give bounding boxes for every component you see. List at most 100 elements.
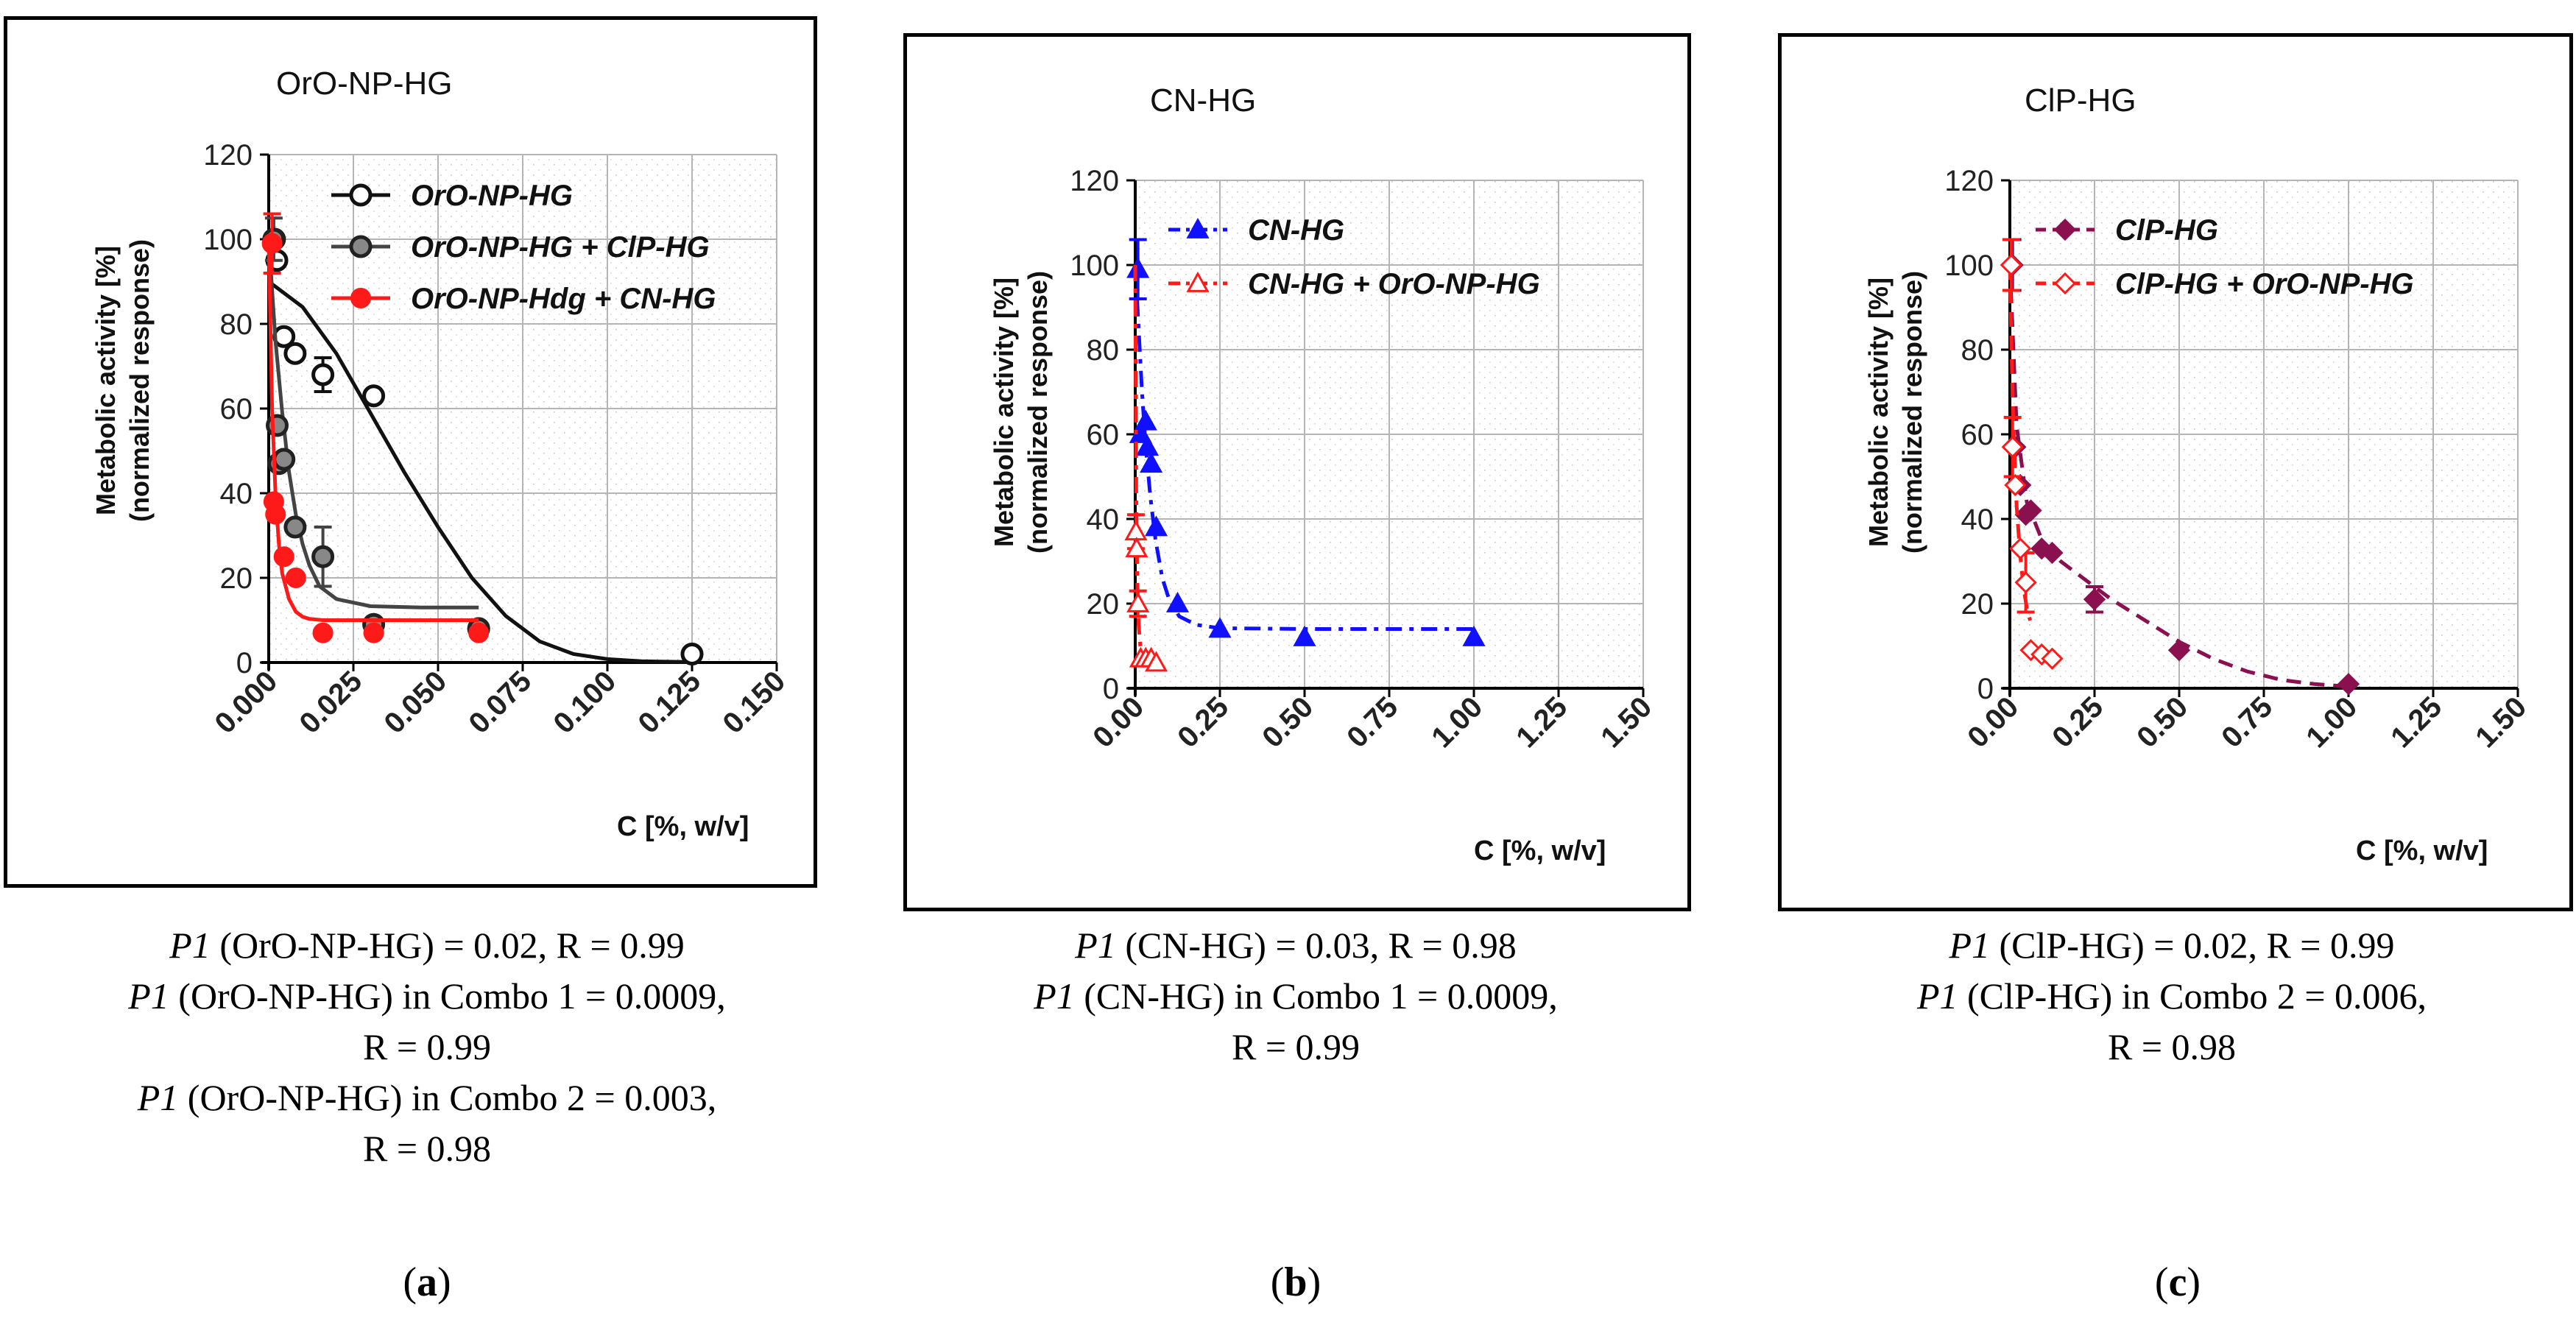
chart-c-title: ClP-HG — [2025, 82, 2136, 119]
data-point — [1126, 591, 1150, 612]
y-tick-label: 120 — [1070, 165, 1119, 197]
legend-label: ClP-HG — [2115, 214, 2218, 247]
legend-item: ClP-HG — [2036, 214, 2218, 247]
chart-b-x-axis-label: C [%, w/v] — [1474, 835, 1606, 866]
data-point — [2041, 647, 2064, 670]
x-tick-label: 0.100 — [547, 665, 622, 740]
y-tick-label: 80 — [220, 308, 253, 341]
data-point — [273, 546, 294, 568]
caption-line: P1 (ClP-HG) = 0.02, R = 0.99 — [1949, 925, 2395, 966]
y-tick-label: 120 — [203, 139, 253, 172]
data-point — [311, 363, 335, 386]
data-point — [1140, 452, 1163, 473]
legend-item: CN-HG + OrO-NP-HG — [1168, 268, 1540, 300]
panel-b-frame: 0 20 40 60 80 100 120 0.00 0.25 0.50 0.75 1.00 1.25 1… — [903, 33, 1691, 911]
chart-b-y-axis-label: Metabolic activity [%] (normalized respo… — [989, 270, 1053, 554]
x-tick-label: 1.00 — [1425, 690, 1489, 754]
data-point — [349, 235, 373, 258]
data-point — [1165, 591, 1190, 612]
x-tick-label: 0.150 — [716, 665, 791, 740]
data-point — [266, 414, 289, 437]
x-tick-label: 1.50 — [1595, 690, 1658, 754]
panel-letter-c: (c) — [2154, 1259, 2201, 1305]
y-tick-label: 60 — [1087, 419, 1120, 451]
y-tick-label: 80 — [1961, 334, 1994, 367]
data-point — [283, 515, 307, 539]
data-point — [311, 545, 335, 568]
data-point — [1144, 515, 1168, 537]
data-point — [2014, 571, 2037, 594]
y-tick-label: 100 — [203, 224, 253, 256]
legend-label: OrO-NP-HG — [411, 180, 573, 212]
legend-item: CN-HG — [1168, 214, 1344, 247]
chart-b-svg: 0 20 40 60 80 100 120 0.00 0.25 0.50 0.75 1.00 1.25 1… — [1070, 165, 1658, 754]
x-tick-label: 1.25 — [2385, 690, 2448, 754]
legend-label: OrO-NP-Hdg + CN-HG — [411, 283, 716, 315]
legend-label: ClP-HG + OrO-NP-HG — [2115, 268, 2414, 300]
y-tick-label: 20 — [1961, 588, 1994, 621]
series-1 — [2000, 238, 2064, 670]
x-tick-label: 1.25 — [1510, 690, 1573, 754]
caption-line: R = 0.99 — [1231, 1026, 1361, 1067]
data-point — [272, 448, 296, 471]
data-point — [1186, 271, 1210, 292]
caption-line: R = 0.99 — [362, 1026, 492, 1067]
y-tick-label: 40 — [1087, 504, 1120, 536]
y-tick-label: 80 — [1087, 334, 1120, 367]
chart-c-svg: 0 20 40 60 80 100 120 0.00 0.25 0.50 0.75 1.00 1.25 1… — [1944, 165, 2533, 754]
series-0 — [263, 227, 704, 665]
x-tick-label: 0.50 — [1256, 690, 1319, 754]
data-point — [1186, 217, 1210, 239]
data-point — [285, 568, 306, 588]
y-tick-label: 60 — [220, 393, 253, 425]
caption-line: P1 (OrO-NP-HG) in Combo 1 = 0.0009, — [128, 975, 726, 1017]
data-point — [350, 288, 371, 308]
x-tick-label: 0.25 — [1171, 690, 1235, 754]
data-point — [1144, 651, 1168, 672]
legend-label: OrO-NP-HG + ClP-HG — [411, 231, 710, 264]
panel-c-frame: 0 20 40 60 80 100 120 0.00 0.25 0.50 0.75 1.00 1.25 1… — [1778, 33, 2573, 911]
chart-a-title: OrO-NP-HG — [276, 66, 453, 102]
data-point — [363, 622, 384, 643]
data-point — [283, 342, 307, 365]
y-tick-label: 40 — [1961, 504, 1994, 536]
data-point — [2004, 473, 2027, 497]
y-tick-label: 20 — [220, 562, 253, 595]
y-tick-label: 100 — [1944, 250, 1994, 282]
x-tick-label: 0.00 — [1961, 690, 2025, 754]
y-tick-label: 100 — [1070, 250, 1119, 282]
data-point — [2019, 499, 2042, 522]
caption-line: P1 (CN-HG) = 0.03, R = 0.98 — [1075, 925, 1517, 966]
y-tick-label: 120 — [1944, 165, 1994, 197]
caption-b: P1 (CN-HG) = 0.03, R = 0.98 P1 (CN-HG) i… — [869, 920, 1723, 1073]
data-point — [2001, 436, 2024, 459]
series-1 — [1124, 264, 1168, 672]
legend-item: OrO-NP-HG + ClP-HG — [331, 231, 710, 264]
x-tick-label: 0.125 — [632, 665, 707, 740]
fit-curve — [267, 239, 479, 622]
data-point — [2009, 537, 2032, 560]
data-point — [349, 183, 373, 207]
data-point — [2053, 218, 2077, 241]
data-point — [362, 384, 386, 408]
y-tick-label: 0 — [236, 647, 253, 679]
data-point — [1125, 537, 1148, 558]
x-tick-label: 0.050 — [378, 665, 453, 740]
data-point — [265, 504, 286, 525]
data-point — [1126, 257, 1150, 278]
caption-line: R = 0.98 — [362, 1128, 492, 1169]
series-2 — [261, 212, 490, 643]
y-tick-label: 60 — [1961, 419, 1994, 451]
data-point — [468, 622, 490, 643]
data-point — [2083, 588, 2106, 611]
legend-item: ClP-HG + OrO-NP-HG — [2036, 268, 2414, 300]
y-tick-label: 20 — [1087, 588, 1120, 621]
x-tick-label: 0.025 — [293, 665, 368, 740]
caption-c: P1 (ClP-HG) = 0.02, R = 0.99 P1 (ClP-HG)… — [1745, 920, 2576, 1073]
x-tick-label: 0.75 — [2215, 690, 2279, 754]
x-tick-label: 0.075 — [462, 665, 537, 740]
x-tick-label: 1.00 — [2300, 690, 2363, 754]
data-point — [2041, 541, 2064, 565]
y-tick-label: 0 — [1103, 673, 1119, 705]
